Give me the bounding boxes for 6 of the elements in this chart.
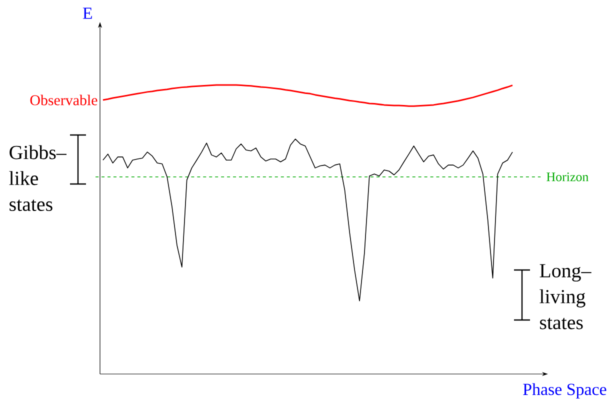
ref-line-label: Horizon — [546, 172, 588, 182]
text: Long–living states — [540, 264, 592, 330]
series-label: Observable — [30, 94, 98, 106]
x-axis-title: Phase Space — [523, 383, 606, 399]
text: Gibbs–like states — [9, 145, 66, 212]
y-axis-title: E — [82, 8, 92, 19]
